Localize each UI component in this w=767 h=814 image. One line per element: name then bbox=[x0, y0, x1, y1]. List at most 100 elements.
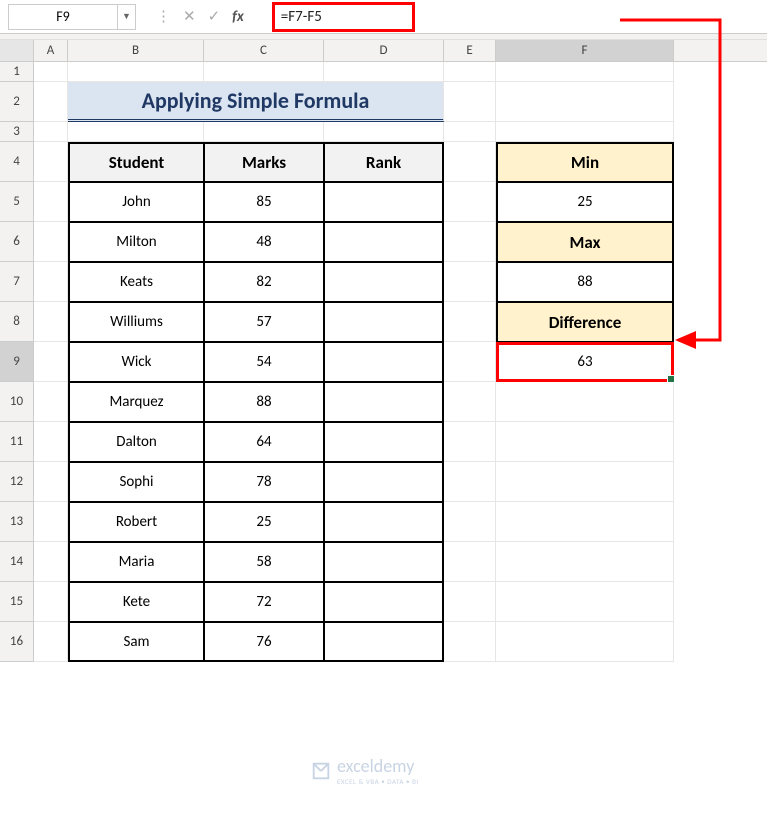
cell-marks-6[interactable]: 64 bbox=[204, 422, 324, 462]
cell-student-8[interactable]: Robert bbox=[68, 502, 204, 542]
cell-marks-9[interactable]: 58 bbox=[204, 542, 324, 582]
cell-A15[interactable] bbox=[34, 582, 68, 622]
cell-A12[interactable] bbox=[34, 462, 68, 502]
cell-student-2[interactable]: Keats bbox=[68, 262, 204, 302]
row-header-8[interactable]: 8 bbox=[0, 302, 34, 342]
row-header-3[interactable]: 3 bbox=[0, 122, 34, 142]
row-header-4[interactable]: 4 bbox=[0, 142, 34, 182]
header-marks[interactable]: Marks bbox=[204, 142, 324, 182]
cell-A3[interactable] bbox=[34, 122, 68, 142]
row-header-15[interactable]: 15 bbox=[0, 582, 34, 622]
row-header-5[interactable]: 5 bbox=[0, 182, 34, 222]
cell-A6[interactable] bbox=[34, 222, 68, 262]
cell-marks-5[interactable]: 88 bbox=[204, 382, 324, 422]
cell-rank-3[interactable] bbox=[324, 302, 444, 342]
fx-icon[interactable]: fx bbox=[232, 8, 244, 26]
cell-E16[interactable] bbox=[444, 622, 496, 662]
cancel-icon[interactable]: ✕ bbox=[183, 7, 196, 26]
cell-A1[interactable] bbox=[34, 62, 68, 82]
cell-F15[interactable] bbox=[496, 582, 674, 622]
cell-F3[interactable] bbox=[496, 122, 674, 142]
col-header-D[interactable]: D bbox=[324, 40, 444, 61]
cell-F16[interactable] bbox=[496, 622, 674, 662]
header-student[interactable]: Student bbox=[68, 142, 204, 182]
cell-E2[interactable] bbox=[444, 82, 496, 122]
row-header-16[interactable]: 16 bbox=[0, 622, 34, 662]
side-max-label[interactable]: Max bbox=[496, 222, 674, 262]
row-header-9[interactable]: 9 bbox=[0, 342, 34, 382]
cell-student-9[interactable]: Maria bbox=[68, 542, 204, 582]
cell-rank-8[interactable] bbox=[324, 502, 444, 542]
cell-C1[interactable] bbox=[204, 62, 324, 82]
cell-F10[interactable] bbox=[496, 382, 674, 422]
cell-E12[interactable] bbox=[444, 462, 496, 502]
row-header-2[interactable]: 2 bbox=[0, 82, 34, 122]
cell-A14[interactable] bbox=[34, 542, 68, 582]
col-header-B[interactable]: B bbox=[68, 40, 204, 61]
cell-E15[interactable] bbox=[444, 582, 496, 622]
cell-marks-10[interactable]: 72 bbox=[204, 582, 324, 622]
row-header-7[interactable]: 7 bbox=[0, 262, 34, 302]
cell-rank-0[interactable] bbox=[324, 182, 444, 222]
side-min-label[interactable]: Min bbox=[496, 142, 674, 182]
cell-marks-0[interactable]: 85 bbox=[204, 182, 324, 222]
cell-marks-4[interactable]: 54 bbox=[204, 342, 324, 382]
cell-rank-2[interactable] bbox=[324, 262, 444, 302]
cell-student-5[interactable]: Marquez bbox=[68, 382, 204, 422]
cell-E4[interactable] bbox=[444, 142, 496, 182]
cell-student-11[interactable]: Sam bbox=[68, 622, 204, 662]
cell-F14[interactable] bbox=[496, 542, 674, 582]
cell-F13[interactable] bbox=[496, 502, 674, 542]
row-header-1[interactable]: 1 bbox=[0, 62, 34, 82]
side-diff-value[interactable]: 63 bbox=[496, 342, 674, 382]
cell-rank-11[interactable] bbox=[324, 622, 444, 662]
cell-A13[interactable] bbox=[34, 502, 68, 542]
cell-marks-11[interactable]: 76 bbox=[204, 622, 324, 662]
row-header-10[interactable]: 10 bbox=[0, 382, 34, 422]
cell-rank-7[interactable] bbox=[324, 462, 444, 502]
col-header-F[interactable]: F bbox=[496, 40, 674, 61]
header-rank[interactable]: Rank bbox=[324, 142, 444, 182]
cell-student-3[interactable]: Williums bbox=[68, 302, 204, 342]
cell-A9[interactable] bbox=[34, 342, 68, 382]
enter-icon[interactable]: ✓ bbox=[208, 7, 221, 26]
cell-D1[interactable] bbox=[324, 62, 444, 82]
cell-F1[interactable] bbox=[496, 62, 674, 82]
side-diff-label[interactable]: Difference bbox=[496, 302, 674, 342]
cell-rank-5[interactable] bbox=[324, 382, 444, 422]
cell-D3[interactable] bbox=[324, 122, 444, 142]
cell-E5[interactable] bbox=[444, 182, 496, 222]
cell-rank-4[interactable] bbox=[324, 342, 444, 382]
cell-rank-9[interactable] bbox=[324, 542, 444, 582]
row-header-14[interactable]: 14 bbox=[0, 542, 34, 582]
cell-A16[interactable] bbox=[34, 622, 68, 662]
row-header-12[interactable]: 12 bbox=[0, 462, 34, 502]
row-header-13[interactable]: 13 bbox=[0, 502, 34, 542]
col-header-E[interactable]: E bbox=[444, 40, 496, 61]
cell-A7[interactable] bbox=[34, 262, 68, 302]
side-min-value[interactable]: 25 bbox=[496, 182, 674, 222]
cell-student-6[interactable]: Dalton bbox=[68, 422, 204, 462]
row-header-11[interactable]: 11 bbox=[0, 422, 34, 462]
cell-marks-2[interactable]: 82 bbox=[204, 262, 324, 302]
cell-rank-6[interactable] bbox=[324, 422, 444, 462]
row-header-6[interactable]: 6 bbox=[0, 222, 34, 262]
cell-marks-3[interactable]: 57 bbox=[204, 302, 324, 342]
cell-student-0[interactable]: John bbox=[68, 182, 204, 222]
cell-rank-10[interactable] bbox=[324, 582, 444, 622]
formula-bar-input[interactable]: =F7-F5 bbox=[264, 4, 767, 30]
cell-student-1[interactable]: Milton bbox=[68, 222, 204, 262]
cell-F12[interactable] bbox=[496, 462, 674, 502]
cell-rank-1[interactable] bbox=[324, 222, 444, 262]
fill-handle[interactable] bbox=[667, 375, 675, 383]
cell-A2[interactable] bbox=[34, 82, 68, 122]
cell-student-10[interactable]: Kete bbox=[68, 582, 204, 622]
cell-F11[interactable] bbox=[496, 422, 674, 462]
cell-C3[interactable] bbox=[204, 122, 324, 142]
cell-E8[interactable] bbox=[444, 302, 496, 342]
name-box[interactable]: F9 bbox=[8, 4, 118, 30]
title-cell[interactable]: Applying Simple Formula bbox=[68, 82, 444, 122]
cell-student-7[interactable]: Sophi bbox=[68, 462, 204, 502]
col-header-C[interactable]: C bbox=[204, 40, 324, 61]
cell-A10[interactable] bbox=[34, 382, 68, 422]
